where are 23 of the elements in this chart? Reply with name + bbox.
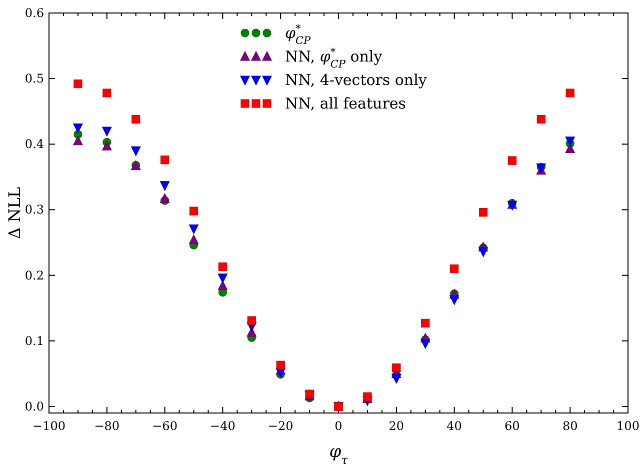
x-tick-label: −100 [32, 419, 66, 433]
x-tick-label: −40 [210, 419, 236, 433]
y-tick-label: 0.3 [24, 202, 44, 217]
legend-label: NN, all features [285, 94, 406, 112]
y-tick-label: 0.2 [24, 268, 44, 282]
x-axis-title: φ$_{τ}$ [329, 442, 348, 467]
x-tick-label: 0 [334, 419, 342, 433]
legend-label: NN, φ$^{*}$$_{CP}$ only [285, 46, 383, 70]
y-tick-label: 0.5 [24, 72, 44, 86]
y-tick-label: 0.0 [24, 399, 44, 414]
y-axis-title: Δ NLL [5, 186, 24, 239]
x-tick-label: 100 [616, 419, 640, 433]
y-tick-label: 0.6 [24, 6, 44, 20]
legend-label: NN, 4-vectors only [285, 71, 428, 89]
y-tick-label: 0.1 [24, 334, 44, 348]
x-tick-label: 60 [504, 419, 520, 433]
x-tick-label: −60 [152, 419, 178, 433]
y-tick-label: 0.4 [24, 137, 44, 152]
x-tick-label: 80 [562, 419, 578, 433]
x-tick-label: −80 [94, 419, 120, 433]
x-tick-label: 40 [446, 419, 462, 433]
x-tick-label: −20 [268, 419, 294, 433]
x-tick-label: 20 [388, 419, 404, 433]
